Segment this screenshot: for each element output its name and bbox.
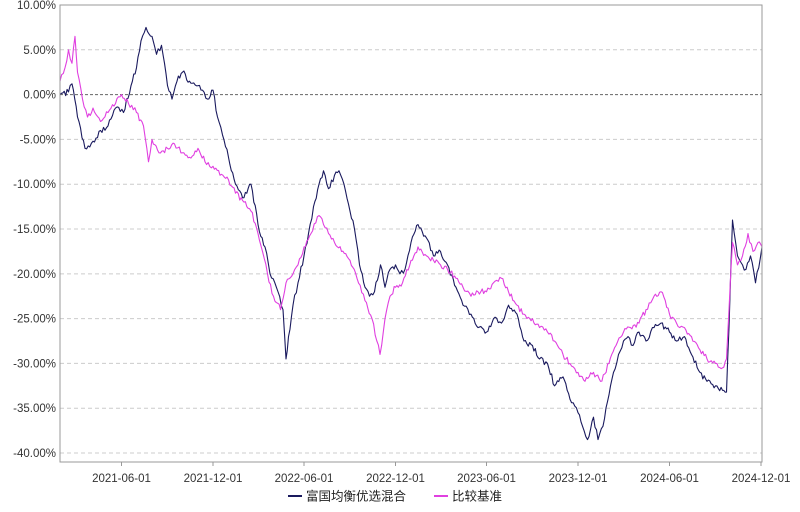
x-tick-label: 2023-12-01 (549, 473, 608, 485)
x-tick-label: 2022-12-01 (366, 473, 425, 485)
y-tick-label: -15.00% (13, 224, 56, 236)
x-tick-label: 2021-12-01 (184, 473, 243, 485)
x-axis-ticks: 2021-06-01 2021-12-01 2022-06-01 2022-12-01… (92, 462, 790, 485)
series-line-benchmark (59, 35, 763, 382)
y-tick-label: -40.00% (13, 448, 56, 460)
y-tick-label: 10.00% (17, 0, 56, 12)
y-tick-label: -25.00% (13, 314, 56, 326)
plot-frame (59, 4, 763, 463)
y-tick-label: -5.00% (20, 134, 56, 146)
grid-lines (60, 4, 762, 454)
x-tick-label: 2021-06-01 (92, 473, 151, 485)
y-tick-label: -10.00% (13, 179, 56, 191)
y-tick-label: -35.00% (13, 403, 56, 415)
x-tick-label: 2024-12-01 (732, 473, 791, 485)
legend-label: 富国均衡优选混合 (306, 489, 407, 504)
series-lines (59, 26, 763, 441)
legend: 富国均衡优选混合 比较基准 (288, 489, 502, 504)
y-tick-label: 5.00% (23, 45, 56, 57)
y-tick-label: -20.00% (13, 269, 56, 281)
x-tick-label: 2023-06-01 (457, 473, 516, 485)
series-line-fund (59, 26, 763, 441)
legend-label: 比较基准 (452, 489, 502, 504)
y-tick-label: 0.00% (23, 90, 56, 102)
x-tick-label: 2024-06-01 (640, 473, 699, 485)
y-axis-ticks: 10.00% 5.00% 0.00% -5.00% -10.00% -15.00% -20.… (13, 0, 56, 460)
x-tick-label: 2022-06-01 (275, 473, 334, 485)
y-tick-label: -30.00% (13, 358, 56, 370)
